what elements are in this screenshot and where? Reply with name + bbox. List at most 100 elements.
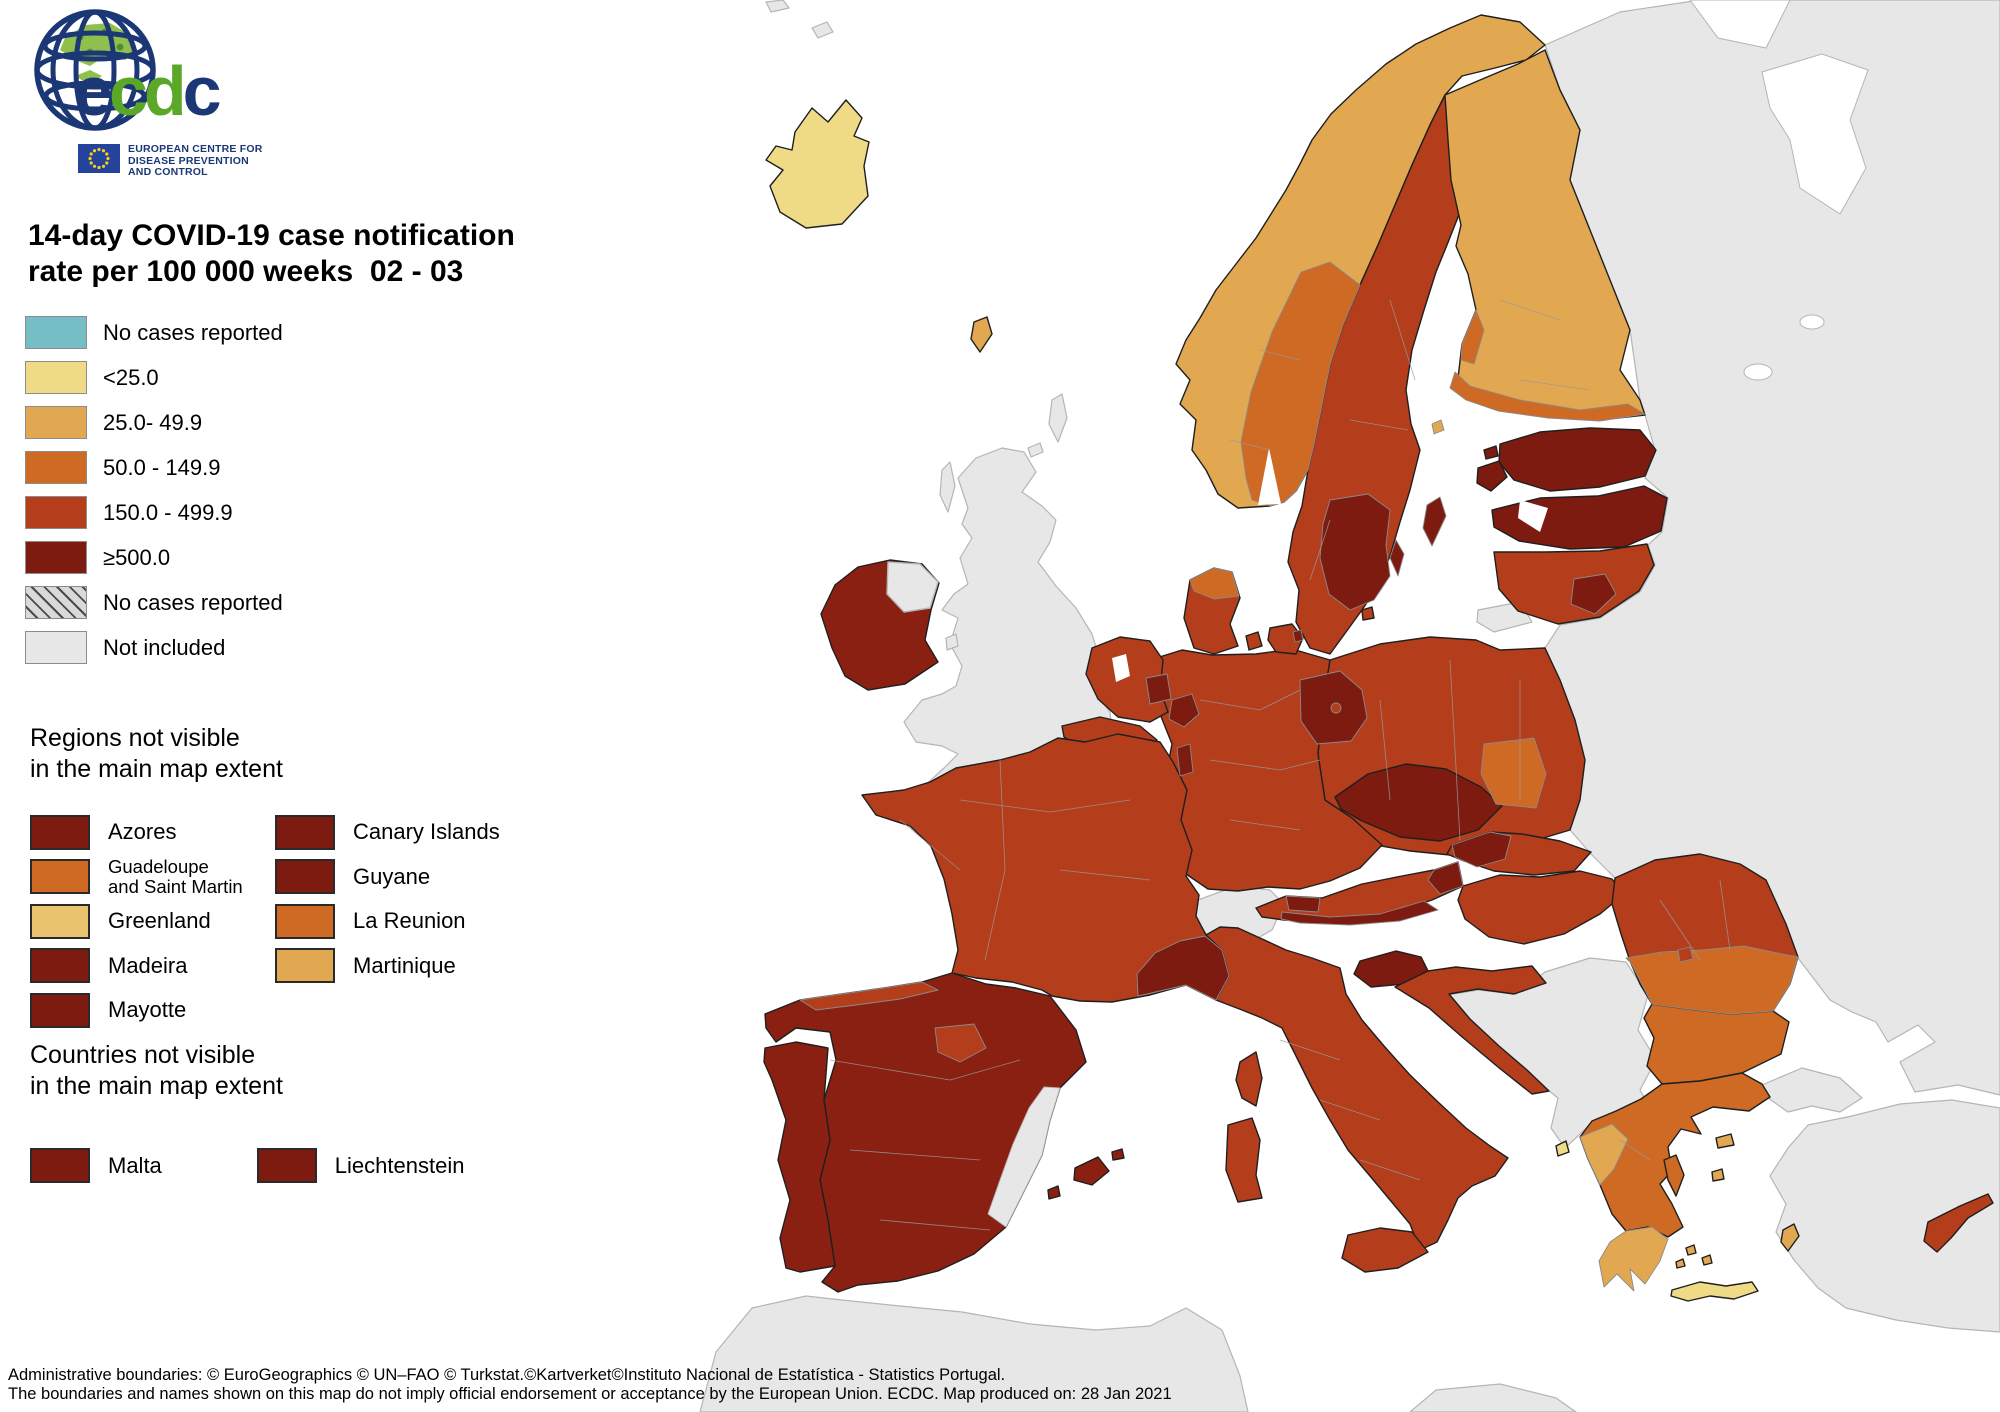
- region-nl-border-dark-1: [1168, 693, 1200, 728]
- white-sea: [1761, 53, 1869, 215]
- wordmark-cd: cd: [108, 52, 187, 130]
- country-label: Malta: [108, 1152, 162, 1178]
- legend-row-lt25: <25.0: [25, 355, 283, 400]
- region-chip-azores: [30, 814, 90, 850]
- island-hebrides: [939, 461, 956, 513]
- countries-header-line2: in the main map extent: [30, 1072, 283, 1100]
- legend-swatch-no-cases: [25, 316, 87, 349]
- wordmark-c2: c: [182, 52, 222, 130]
- country-cyprus: [1923, 1193, 1994, 1253]
- region-bucharest: [1677, 946, 1694, 963]
- island-funen: [1245, 631, 1263, 651]
- legend-label: No cases reported: [103, 319, 283, 345]
- country-chip-liechtenstein: [256, 1148, 317, 1183]
- region-item-azores: Azores: [30, 810, 275, 855]
- ecdc-globe-icon: [34, 9, 156, 131]
- sea-overlays: [1689, 0, 1869, 381]
- ecdc-org-name: EUROPEAN CENTRE FOR DISEASE PREVENTION A…: [128, 143, 262, 179]
- wordmark-e: e: [74, 52, 113, 130]
- region-provence-dark: [1136, 935, 1230, 1001]
- country-croatia: [1394, 965, 1550, 1095]
- attribution-line1: Administrative boundaries: © EuroGeograp…: [8, 1366, 1006, 1384]
- country-item-liechtenstein: Liechtenstein: [256, 1148, 464, 1183]
- island-saaremaa: [1476, 460, 1508, 492]
- region-north-africa: [699, 1295, 1249, 1412]
- region-lithuania-southeast-dark: [1570, 573, 1617, 615]
- legend-swatch-ge500: [25, 541, 87, 574]
- map-attribution: Administrative boundaries: © EuroGeograp…: [8, 1366, 1172, 1404]
- island-crete: [1670, 1281, 1759, 1302]
- region-slovakia-west-dark: [1451, 831, 1512, 868]
- legend-label: Not included: [103, 634, 226, 660]
- island-faroe: [970, 316, 993, 353]
- regions-header-line1: Regions not visible: [30, 724, 240, 752]
- region-label: Azores: [108, 819, 177, 845]
- region-item-canary-islands: Canary Islands: [275, 810, 605, 855]
- region-item-madeira: Madeira: [30, 944, 275, 989]
- region-item-guadeloupe: Guadeloupe and Saint Martin: [30, 855, 275, 900]
- ijsselmeer: [1112, 654, 1130, 682]
- region-label: Mayotte: [108, 997, 187, 1023]
- region-berlin: [1330, 702, 1342, 714]
- region-northern-ireland: [886, 561, 939, 613]
- legend-swatch-hatched: [25, 586, 87, 619]
- island-isle-of-man: [945, 633, 959, 651]
- oslofjord: [1258, 448, 1281, 505]
- region-chip-la-reunion: [275, 903, 335, 939]
- legend-label: 50.0 - 149.9: [103, 454, 221, 480]
- legend-row-50-150: 50.0 - 149.9: [25, 445, 283, 490]
- org-line2: DISEASE PREVENTION: [128, 154, 249, 167]
- country-italy: [1205, 926, 1509, 1251]
- not-included-landmass: [699, 0, 2000, 1412]
- island-bornholm: [1361, 606, 1375, 621]
- region-chip-mayotte: [30, 992, 90, 1028]
- island-chios: [1711, 1168, 1725, 1182]
- country-estonia: [1498, 427, 1657, 492]
- water-details: [1112, 448, 1548, 682]
- internal-region-borders: [829, 299, 1731, 1231]
- region-chip-greenland: [30, 903, 90, 939]
- org-line3: AND CONTROL: [128, 166, 208, 178]
- ecdc-logo: ecdc EUROPEAN CENTRE FOR DISEASE PREVENT…: [22, 4, 352, 189]
- region-epirus-gold: [1579, 1123, 1629, 1186]
- island-menorca: [1111, 1148, 1125, 1161]
- region-norway-southeast-orange: [1240, 261, 1361, 507]
- island-corfu: [1555, 1140, 1570, 1157]
- region-finland-southwest-orange: [1460, 309, 1485, 365]
- region-copenhagen-dark: [1292, 629, 1304, 643]
- country-netherlands: [1085, 636, 1169, 723]
- legend-row-150-500: 150.0 - 499.9: [25, 490, 283, 535]
- legend-label: 150.0 - 499.9: [103, 499, 233, 525]
- map-title-line1: 14-day COVID-19 case notification: [28, 219, 515, 252]
- country-czechia: [1334, 763, 1503, 842]
- legend-row-ge500: ≥500.0: [25, 535, 283, 580]
- legend-row-25-50: 25.0- 49.9: [25, 400, 283, 445]
- region-valencia-gray: [987, 1086, 1061, 1228]
- rate-legend: No cases reported <25.0 25.0- 49.9 50.0 …: [25, 310, 283, 670]
- legend-row-not-included: Not included: [25, 625, 283, 670]
- island-cyclades-3: [1675, 1258, 1686, 1269]
- legend-swatch-not-included: [25, 631, 87, 664]
- region-label: La Reunion: [353, 908, 466, 934]
- barents-notch: [1689, 0, 1791, 49]
- region-chip-martinique: [275, 948, 335, 984]
- region-item-greenland: Greenland: [30, 899, 275, 944]
- region-chip-canary-islands: [275, 814, 335, 850]
- island-corsica: [1235, 1051, 1263, 1107]
- regions-panel-header: Regions not visible in the main map exte…: [30, 723, 283, 785]
- region-label: Guyane: [353, 863, 431, 889]
- region-chip-guyane: [275, 859, 335, 895]
- legend-label: ≥500.0: [103, 544, 171, 570]
- countries-panel-header: Countries not visible in the main map ex…: [30, 1040, 283, 1102]
- island-rhodes: [1780, 1223, 1800, 1252]
- legend-swatch-lt25: [25, 361, 87, 394]
- island-euboea: [1663, 1154, 1685, 1197]
- island-svalbard-1: [765, 0, 790, 13]
- region-item-guyane: Guyane: [275, 855, 605, 900]
- region-sweden-southeast-dark: [1319, 493, 1391, 611]
- regions-not-visible-grid: Azores Canary Islands Guadeloupe and Sai…: [30, 810, 605, 1033]
- region-label: Canary Islands: [353, 819, 500, 845]
- countries-header-line1: Countries not visible: [30, 1041, 256, 1069]
- country-bulgaria: [1643, 1003, 1790, 1085]
